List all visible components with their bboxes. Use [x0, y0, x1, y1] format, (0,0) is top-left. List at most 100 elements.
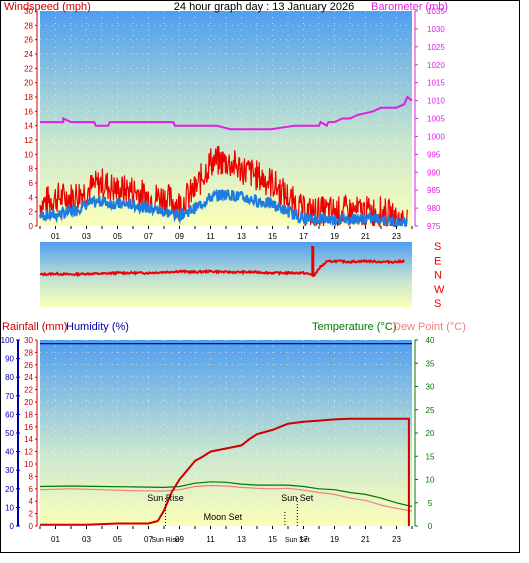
- wind-average-line: [39, 188, 408, 228]
- barometer-tick-label: 975: [427, 222, 441, 231]
- rain-tick-label: 30: [24, 336, 33, 345]
- hour-tick-label: 17: [299, 535, 308, 544]
- humidity-tick-label: 50: [5, 429, 14, 438]
- hour-tick-label: 15: [268, 232, 277, 241]
- rain-tick-label: 18: [24, 410, 33, 419]
- wind-axis-title: Windspeed (mph): [4, 1, 91, 13]
- temperature-tick-label: 15: [426, 452, 435, 461]
- humidity-tick-label: 60: [5, 410, 14, 419]
- moon-event-label: Moon Set: [204, 512, 243, 522]
- rain-tick-label: 12: [24, 448, 33, 457]
- wind-tick-label: 26: [24, 36, 33, 45]
- page-title: 24 hour graph day : 13 January 2026: [174, 1, 354, 13]
- wind-tick-label: 18: [24, 93, 33, 102]
- humidity-tick-label: 10: [5, 503, 14, 512]
- wind-tick-label: 30: [24, 7, 33, 16]
- wind-tick-label: 16: [24, 107, 33, 116]
- wind-tick-label: 2: [29, 208, 34, 217]
- wind-tick-label: 10: [24, 150, 33, 159]
- rain-tick-label: 4: [29, 497, 34, 506]
- hour-tick-label: 03: [82, 535, 91, 544]
- sun-event-axis-label: Sun Rise: [151, 537, 180, 544]
- wind-gust-line: [39, 146, 408, 227]
- wind-tick-label: 12: [24, 136, 33, 145]
- direction-plot-area: [40, 242, 412, 307]
- hour-tick-label: 01: [51, 535, 60, 544]
- wind-tick-label: 6: [29, 179, 34, 188]
- temperature-tick-label: 35: [426, 359, 435, 368]
- barometer-tick-label: 1020: [427, 61, 445, 70]
- humidity-axis-title: Humidity (%): [66, 321, 129, 333]
- temperature-line: [39, 481, 413, 508]
- rain-marks: Sun Rise Sun Rise Sun Set Sun Set Moon Set: [39, 343, 413, 544]
- barometer-tick-label: 1035: [427, 7, 445, 16]
- rain-tick-label: 10: [24, 460, 33, 469]
- rainfall-line: [40, 417, 410, 526]
- direction-label-w: W: [434, 284, 445, 296]
- humidity-tick-label: 20: [5, 485, 14, 494]
- hour-tick-label: 07: [144, 232, 153, 241]
- direction-marks: [39, 246, 406, 278]
- wind-tick-label: 28: [24, 21, 33, 30]
- direction-label-e: E: [434, 255, 441, 267]
- dewpoint-axis-title: Dew Point (°C): [393, 321, 466, 333]
- rain-tick-label: 0: [29, 522, 34, 531]
- barometer-tick-label: 1005: [427, 115, 445, 124]
- hour-tick-label: 03: [82, 232, 91, 241]
- rain-tick-label: 22: [24, 386, 33, 395]
- hour-tick-label: 05: [113, 232, 122, 241]
- barometer-axis-title: Barometer (mb): [371, 1, 448, 13]
- hour-tick-label: 11: [206, 535, 215, 544]
- wind-tick-label: 14: [24, 122, 33, 131]
- direction-label-n: N: [434, 270, 442, 282]
- wind-axes: 0246810121416182022242628309759809859909…: [24, 7, 445, 241]
- barometer-tick-label: 1025: [427, 43, 445, 52]
- hour-tick-label: 15: [268, 535, 277, 544]
- hour-tick-label: 23: [392, 232, 401, 241]
- temperature-tick-label: 30: [426, 383, 435, 392]
- barometer-tick-label: 1030: [427, 25, 445, 34]
- hour-tick-label: 19: [330, 535, 339, 544]
- wind-tick-label: 4: [29, 193, 34, 202]
- rain-tick-label: 20: [24, 398, 33, 407]
- wind-tick-label: 8: [29, 165, 34, 174]
- humidity-tick-label: 80: [5, 373, 14, 382]
- rain-tick-label: 8: [29, 472, 34, 481]
- barometer-tick-label: 1000: [427, 132, 445, 141]
- temperature-tick-label: 20: [426, 429, 435, 438]
- barometer-line: [40, 95, 413, 131]
- rain-axes: 0246810121416182022242628300102030405060…: [1, 336, 435, 544]
- humidity-tick-label: 90: [5, 355, 14, 364]
- rain-tick-label: 2: [29, 510, 34, 519]
- temperature-tick-label: 5: [428, 499, 433, 508]
- hour-tick-label: 11: [206, 232, 215, 241]
- wind-marks: [39, 95, 413, 228]
- barometer-tick-label: 1010: [427, 97, 445, 106]
- wind-direction-line: [39, 258, 406, 278]
- barometer-tick-label: 1015: [427, 79, 445, 88]
- wind-tick-label: 0: [29, 222, 34, 231]
- hour-tick-label: 21: [361, 232, 370, 241]
- hour-tick-label: 13: [237, 535, 246, 544]
- wind-tick-label: 24: [24, 50, 33, 59]
- temperature-tick-label: 0: [428, 522, 433, 531]
- sun-event-axis-label: Sun Set: [285, 537, 310, 544]
- hour-tick-label: 19: [330, 232, 339, 241]
- hour-tick-label: 07: [144, 535, 153, 544]
- humidity-tick-label: 40: [5, 448, 14, 457]
- barometer-tick-label: 990: [427, 168, 441, 177]
- temperature-tick-label: 10: [426, 476, 435, 485]
- hour-tick-label: 23: [392, 535, 401, 544]
- rain-tick-label: 16: [24, 423, 33, 432]
- hour-tick-label: 01: [51, 232, 60, 241]
- barometer-tick-label: 995: [427, 150, 441, 159]
- humidity-tick-label: 0: [10, 522, 15, 531]
- dewpoint-line: [39, 484, 413, 512]
- wind-tick-label: 22: [24, 64, 33, 73]
- rain-plot-area: [40, 340, 412, 526]
- barometer-tick-label: 985: [427, 186, 441, 195]
- wind-tick-label: 20: [24, 79, 33, 88]
